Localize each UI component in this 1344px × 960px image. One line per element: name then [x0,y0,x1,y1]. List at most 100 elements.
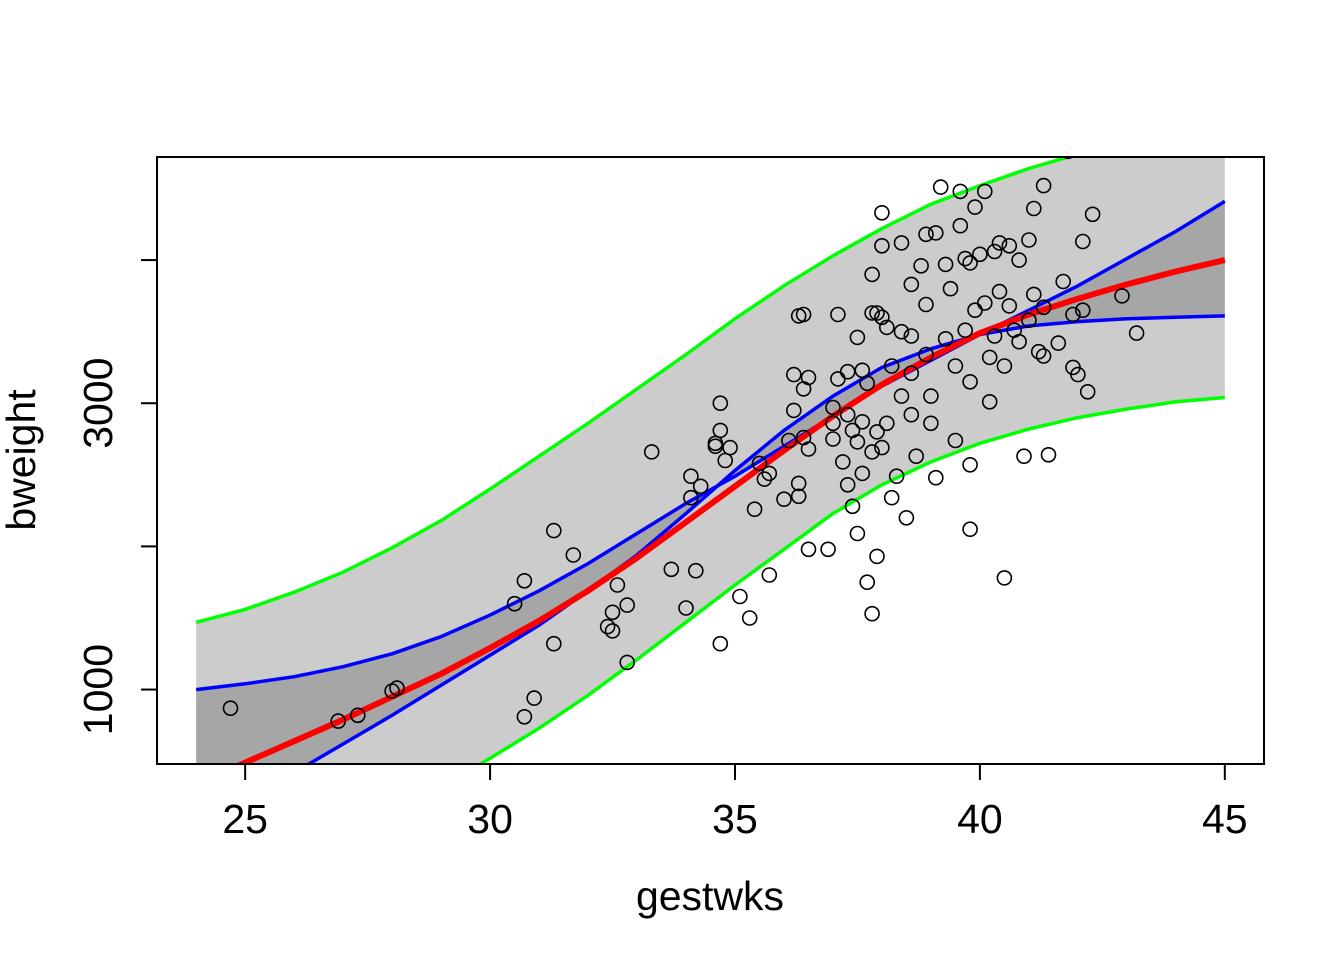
x-tick-label: 30 [467,796,513,842]
data-point [722,439,738,456]
data-point [874,309,890,326]
data-point [957,250,974,267]
data-point [864,444,880,460]
data-point [903,365,920,382]
data-point [712,422,729,439]
data-point [1050,335,1067,351]
data-point [800,369,817,386]
data-point [1021,232,1037,248]
data-point [918,296,934,313]
prediction-band-fill [196,157,1225,764]
data-point [918,226,934,243]
data-point [962,456,978,473]
data-point [687,562,704,579]
data-point [683,489,699,506]
data-point [1021,312,1037,329]
data-point [1070,366,1086,383]
data-point [839,406,856,423]
data-point [516,572,533,589]
data-point [859,375,876,392]
data-point [678,600,694,616]
data-point [869,424,885,440]
data-point [1011,252,1027,268]
data-point [834,454,851,470]
data-point [909,133,923,147]
data-point [609,577,626,593]
data-point [604,623,621,639]
data-point [893,388,910,404]
data-point [854,413,871,430]
data-point [991,235,1008,251]
data-point [947,432,964,449]
data-point [663,561,680,578]
data-point [932,179,949,195]
data-point [389,680,405,696]
data-point [830,306,846,323]
data-point [923,388,939,404]
data-point [1075,233,1091,250]
x-axis: 25 30 35 40 45 [222,764,1248,842]
data-point [565,547,582,563]
data-point [1016,448,1032,465]
data-point [962,521,978,538]
data-point [864,266,880,283]
data-point [1035,177,1052,194]
data-point [888,468,905,485]
data-point [1062,157,1074,160]
data-point [599,618,616,635]
y-tick-label: 3000 [75,358,121,449]
x-axis-label: gestwks [636,873,784,919]
data-point [898,509,915,526]
x-tick-label: 35 [712,796,758,842]
data-point [849,525,866,542]
data-point [952,217,969,234]
data-point [981,393,998,410]
data-point [751,455,768,472]
prediction-lower-line [476,395,1225,764]
data-point [1001,298,1018,314]
data-point [781,432,797,449]
data-point [878,415,895,432]
y-axis-label: bweight [0,389,44,531]
data-point [967,199,983,215]
data-point [712,635,729,652]
data-point [1114,288,1130,304]
data-point [973,130,987,144]
data-point [903,406,920,423]
data-point [643,444,660,460]
data-point [746,501,763,518]
y-tick-label: 1000 [75,644,121,735]
data-point [927,469,944,486]
data-point [937,330,954,347]
data-point [785,366,802,383]
data-point [976,295,993,311]
data-point [883,489,900,506]
data-point [790,475,807,492]
data-point [825,415,841,432]
data-point [869,305,885,321]
confidence-upper-line [195,199,1226,692]
data-point [1128,325,1145,341]
data-point [1075,302,1091,319]
data-point [619,654,636,671]
data-point [874,205,890,221]
bands-layer [195,157,1226,764]
data-point [1026,286,1042,303]
data-point [1079,383,1096,400]
data-point [947,358,964,374]
data-point [903,276,920,293]
data-point [927,225,944,241]
data-point [349,707,366,724]
x-tick-label: 40 [957,796,1003,842]
data-point [874,238,890,254]
data-point [825,431,841,447]
data-point [776,491,792,508]
data-point [957,322,974,339]
y-axis: 1000 3000 [75,259,157,735]
plot-frame [156,156,1265,765]
data-point [937,256,954,273]
data-point [800,441,817,457]
data-point [516,708,533,725]
data-point [986,328,1003,344]
